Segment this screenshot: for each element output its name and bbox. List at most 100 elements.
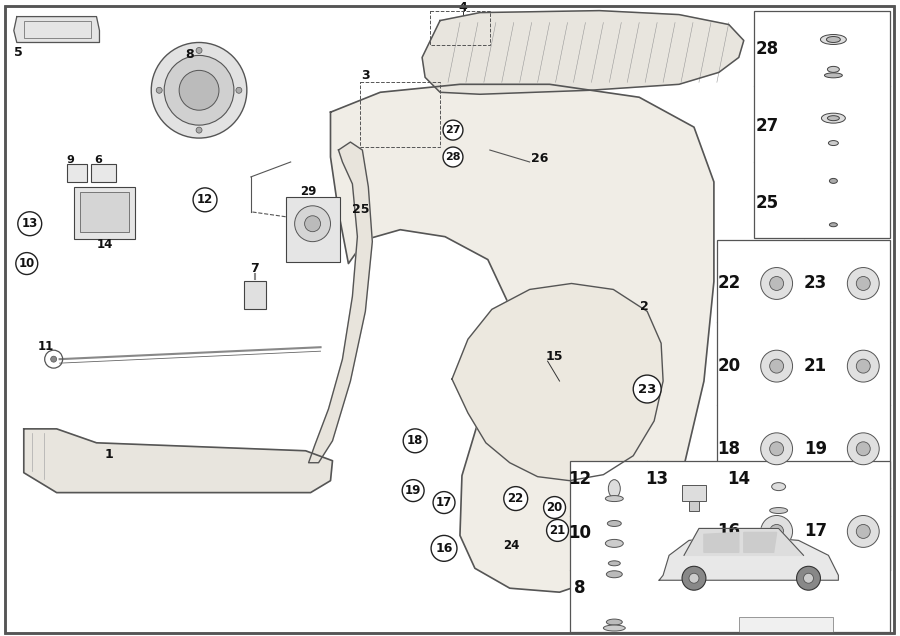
- Text: 18: 18: [407, 434, 423, 447]
- Circle shape: [50, 356, 57, 362]
- Bar: [360, 82, 440, 147]
- Text: 22: 22: [717, 275, 741, 293]
- Bar: [570, 460, 890, 632]
- Bar: [717, 240, 890, 570]
- Circle shape: [443, 147, 463, 167]
- Circle shape: [634, 375, 661, 403]
- Circle shape: [402, 480, 424, 502]
- Text: 6: 6: [94, 155, 103, 165]
- Text: 22: 22: [508, 492, 524, 505]
- Bar: [74, 187, 135, 238]
- Text: 00159584: 00159584: [759, 620, 813, 630]
- Text: 16: 16: [436, 542, 453, 555]
- Ellipse shape: [608, 520, 621, 527]
- Circle shape: [294, 206, 330, 242]
- Text: 13: 13: [645, 469, 669, 488]
- Circle shape: [689, 573, 699, 583]
- Bar: [23, 20, 92, 39]
- Text: 18: 18: [717, 439, 741, 458]
- Text: 17: 17: [436, 496, 452, 509]
- Bar: [67, 164, 86, 182]
- Bar: [753, 11, 890, 238]
- Text: 5: 5: [14, 46, 22, 59]
- Circle shape: [431, 536, 457, 562]
- Circle shape: [196, 48, 202, 53]
- Ellipse shape: [771, 483, 786, 490]
- Text: 25: 25: [756, 194, 779, 212]
- Text: 21: 21: [804, 357, 827, 375]
- Circle shape: [151, 43, 247, 138]
- Ellipse shape: [606, 495, 624, 502]
- Polygon shape: [14, 17, 100, 43]
- Polygon shape: [743, 532, 777, 552]
- Polygon shape: [452, 284, 663, 481]
- Text: 25: 25: [352, 204, 369, 216]
- Text: 3: 3: [361, 69, 370, 82]
- Circle shape: [194, 188, 217, 212]
- Circle shape: [544, 497, 565, 518]
- Text: 15: 15: [545, 350, 563, 363]
- Ellipse shape: [770, 508, 788, 513]
- Text: 16: 16: [717, 522, 741, 541]
- Text: 2: 2: [640, 300, 649, 313]
- Circle shape: [443, 120, 463, 140]
- Circle shape: [760, 268, 793, 300]
- Text: 17: 17: [804, 522, 827, 541]
- Circle shape: [847, 433, 879, 465]
- Text: 26: 26: [531, 153, 548, 165]
- Polygon shape: [659, 536, 839, 580]
- Bar: [79, 192, 130, 232]
- Text: 11: 11: [38, 340, 54, 353]
- Ellipse shape: [606, 539, 624, 548]
- Ellipse shape: [827, 66, 840, 73]
- Circle shape: [236, 87, 242, 93]
- Ellipse shape: [830, 179, 837, 183]
- Text: 21: 21: [549, 524, 566, 537]
- Text: 19: 19: [804, 439, 827, 458]
- Circle shape: [760, 433, 793, 465]
- Text: 27: 27: [446, 125, 461, 135]
- Circle shape: [18, 212, 41, 236]
- Bar: [285, 197, 340, 261]
- Ellipse shape: [603, 625, 625, 631]
- Text: 4: 4: [459, 1, 467, 14]
- Ellipse shape: [608, 561, 620, 566]
- Text: 8: 8: [573, 579, 585, 597]
- Circle shape: [164, 55, 234, 125]
- Ellipse shape: [828, 141, 839, 146]
- Circle shape: [433, 492, 455, 513]
- Circle shape: [847, 350, 879, 382]
- Circle shape: [856, 359, 870, 373]
- Text: 14: 14: [96, 238, 112, 251]
- Text: 7: 7: [250, 262, 259, 275]
- Circle shape: [157, 87, 162, 93]
- Text: 20: 20: [546, 501, 562, 514]
- Ellipse shape: [830, 223, 837, 226]
- Circle shape: [760, 516, 793, 548]
- Circle shape: [847, 516, 879, 548]
- Text: 8: 8: [184, 48, 194, 61]
- Ellipse shape: [822, 113, 845, 123]
- Text: 28: 28: [756, 41, 779, 59]
- Text: 29: 29: [301, 185, 317, 198]
- Circle shape: [856, 442, 870, 456]
- Text: 23: 23: [804, 275, 827, 293]
- Text: 24: 24: [504, 539, 520, 552]
- Text: 28: 28: [446, 152, 461, 162]
- Ellipse shape: [821, 34, 846, 45]
- Polygon shape: [422, 11, 743, 94]
- Circle shape: [856, 525, 870, 539]
- Text: 14: 14: [727, 469, 751, 488]
- Ellipse shape: [824, 73, 842, 78]
- Ellipse shape: [607, 570, 622, 577]
- Circle shape: [770, 359, 784, 373]
- Text: 12: 12: [197, 193, 213, 206]
- Circle shape: [856, 277, 870, 291]
- Circle shape: [682, 566, 706, 590]
- Polygon shape: [309, 142, 373, 463]
- Polygon shape: [23, 429, 332, 493]
- Bar: [430, 11, 490, 45]
- Text: 20: 20: [717, 357, 741, 375]
- Text: 12: 12: [568, 469, 591, 488]
- Circle shape: [403, 429, 427, 453]
